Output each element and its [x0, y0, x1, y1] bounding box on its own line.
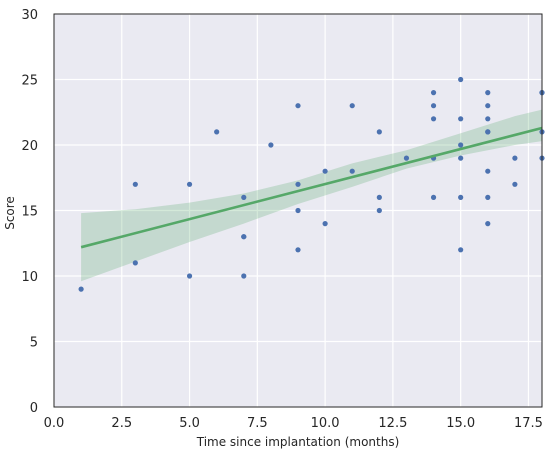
x-tick-label: 17.5 [514, 416, 543, 431]
data-point [295, 181, 301, 187]
regression-line [80, 126, 543, 249]
data-point [241, 234, 247, 240]
x-tick-label: 5.0 [179, 416, 200, 431]
data-point [376, 194, 382, 200]
data-point [295, 207, 301, 214]
y-tick-label: 0 [30, 401, 38, 416]
data-point [322, 221, 328, 227]
data-point [485, 90, 491, 96]
data-point [485, 168, 491, 174]
data-point [241, 273, 247, 279]
y-tick-label: 30 [21, 8, 38, 23]
data-point [132, 181, 138, 187]
data-point [430, 116, 437, 122]
x-tick-labels: 0.0 2.5 5.0 7.5 10.0 12.5 15.0 17.5 [44, 416, 543, 431]
data-point [186, 273, 193, 279]
data-point [485, 221, 491, 227]
x-tick-label: 15.0 [446, 416, 475, 431]
data-point [485, 116, 491, 122]
data-point [132, 260, 138, 266]
plot-frame [53, 13, 543, 408]
data-point [458, 247, 464, 253]
x-tick-label: 12.5 [378, 416, 407, 431]
x-tick-label: 0.0 [44, 416, 65, 431]
data-point [458, 194, 464, 200]
data-point [376, 129, 382, 135]
y-tick-label: 15 [21, 205, 38, 220]
y-tick-label: 5 [30, 336, 38, 351]
data-point [458, 155, 464, 161]
data-point [295, 247, 301, 253]
x-tick-label: 7.5 [247, 416, 268, 431]
data-points [78, 76, 545, 292]
data-point [78, 286, 84, 292]
data-point [214, 129, 220, 135]
data-point [268, 142, 274, 148]
data-point [512, 181, 518, 187]
x-tick-label: 2.5 [111, 416, 132, 431]
data-point [430, 103, 437, 109]
y-tick-label: 25 [21, 74, 38, 89]
data-point [376, 207, 382, 214]
data-point [512, 155, 518, 161]
data-point [485, 129, 491, 135]
x-tick-label: 10.0 [311, 416, 340, 431]
data-point [295, 103, 301, 109]
data-point [485, 103, 491, 109]
data-point [403, 155, 410, 161]
data-point [241, 194, 247, 200]
data-point [458, 76, 464, 83]
y-tick-labels: 0 5 10 15 20 25 30 [21, 8, 38, 416]
data-point [186, 181, 193, 187]
data-point [430, 90, 437, 96]
data-point [322, 168, 328, 174]
data-point [349, 103, 355, 109]
y-tick-label: 20 [21, 139, 38, 154]
data-point [430, 194, 437, 200]
y-tick-label: 10 [21, 270, 38, 285]
confidence-band [81, 109, 542, 282]
y-axis-label: Score [3, 196, 17, 230]
data-point [458, 116, 464, 122]
data-point [349, 168, 355, 174]
x-axis-label: Time since implantation (months) [196, 435, 400, 449]
data-point [485, 194, 491, 200]
data-point [458, 142, 464, 148]
